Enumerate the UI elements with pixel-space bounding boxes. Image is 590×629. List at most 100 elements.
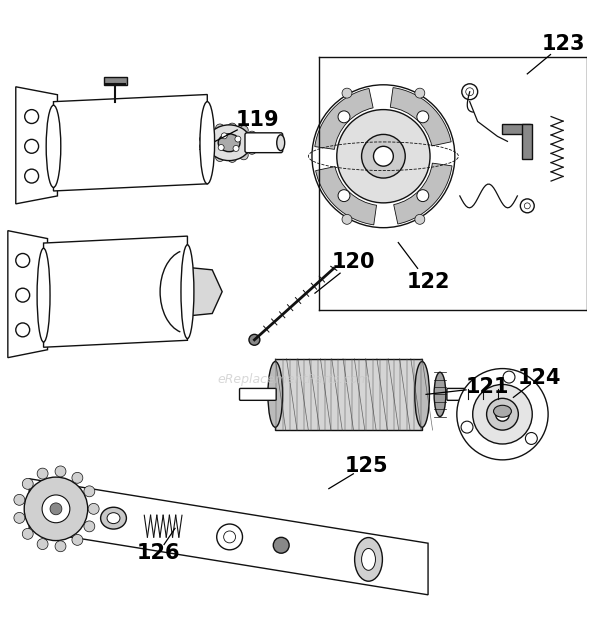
Circle shape [22,528,33,539]
Wedge shape [391,87,451,146]
Circle shape [205,128,214,137]
Circle shape [417,111,429,123]
FancyBboxPatch shape [240,389,276,400]
Text: 120: 120 [332,252,375,272]
Circle shape [72,472,83,483]
Ellipse shape [355,538,382,581]
Circle shape [240,126,248,135]
Circle shape [215,124,224,133]
Circle shape [461,421,473,433]
Circle shape [273,537,289,553]
Circle shape [199,142,208,151]
Circle shape [42,495,70,523]
Circle shape [473,384,532,444]
Circle shape [14,494,25,505]
Wedge shape [316,167,376,225]
Circle shape [205,148,214,157]
Circle shape [373,147,394,166]
Bar [522,125,532,159]
Circle shape [525,203,530,209]
Circle shape [84,521,95,532]
Circle shape [217,524,242,550]
Text: 122: 122 [407,272,450,292]
Circle shape [228,153,237,162]
Circle shape [417,190,429,201]
Circle shape [25,140,38,153]
Circle shape [233,145,239,152]
FancyBboxPatch shape [447,389,523,400]
Circle shape [415,214,425,225]
Circle shape [496,407,509,421]
Ellipse shape [415,362,430,427]
Polygon shape [182,267,222,316]
Circle shape [312,85,455,228]
Bar [503,125,530,135]
Circle shape [14,513,25,523]
Circle shape [235,136,241,142]
Circle shape [462,84,478,99]
Ellipse shape [107,513,120,523]
Circle shape [247,145,257,154]
Polygon shape [54,94,207,191]
Ellipse shape [101,507,126,529]
Circle shape [240,151,248,160]
Text: 125: 125 [345,456,388,476]
Circle shape [487,398,519,430]
Circle shape [37,468,48,479]
Polygon shape [8,231,48,358]
Circle shape [24,477,88,540]
FancyBboxPatch shape [245,133,283,153]
Circle shape [249,335,260,345]
Polygon shape [16,87,57,204]
Circle shape [338,111,350,123]
Ellipse shape [218,134,240,152]
Circle shape [55,541,66,552]
Ellipse shape [181,245,194,338]
Circle shape [50,503,62,515]
Circle shape [22,479,33,489]
Circle shape [342,214,352,225]
Ellipse shape [494,405,512,417]
Circle shape [250,138,260,147]
Ellipse shape [434,372,446,416]
Wedge shape [315,89,373,149]
Circle shape [199,135,208,143]
Circle shape [224,531,235,543]
Circle shape [338,190,350,201]
Circle shape [415,88,425,98]
Text: 126: 126 [136,543,180,563]
Polygon shape [29,479,428,595]
Circle shape [337,109,430,203]
Polygon shape [517,391,532,398]
Ellipse shape [362,548,375,571]
Circle shape [457,369,548,460]
Circle shape [218,145,224,150]
Wedge shape [394,163,452,224]
Circle shape [466,88,474,96]
Text: 123: 123 [541,34,585,54]
Ellipse shape [207,125,251,160]
Text: 119: 119 [235,109,279,130]
Circle shape [72,535,83,545]
Circle shape [221,133,227,139]
Circle shape [362,135,405,178]
Circle shape [342,88,352,98]
Text: eReplacementParts.com: eReplacementParts.com [218,373,371,386]
Circle shape [526,433,537,445]
Ellipse shape [277,135,285,151]
Ellipse shape [37,248,50,342]
Circle shape [55,466,66,477]
Circle shape [247,131,257,140]
Circle shape [503,371,515,383]
Circle shape [228,123,237,132]
Circle shape [520,199,534,213]
Circle shape [25,109,38,123]
Ellipse shape [268,362,283,427]
Ellipse shape [46,105,61,187]
Polygon shape [276,359,422,430]
Circle shape [16,253,30,267]
Circle shape [37,538,48,550]
Circle shape [25,169,38,183]
Polygon shape [44,236,188,347]
Circle shape [215,153,224,162]
